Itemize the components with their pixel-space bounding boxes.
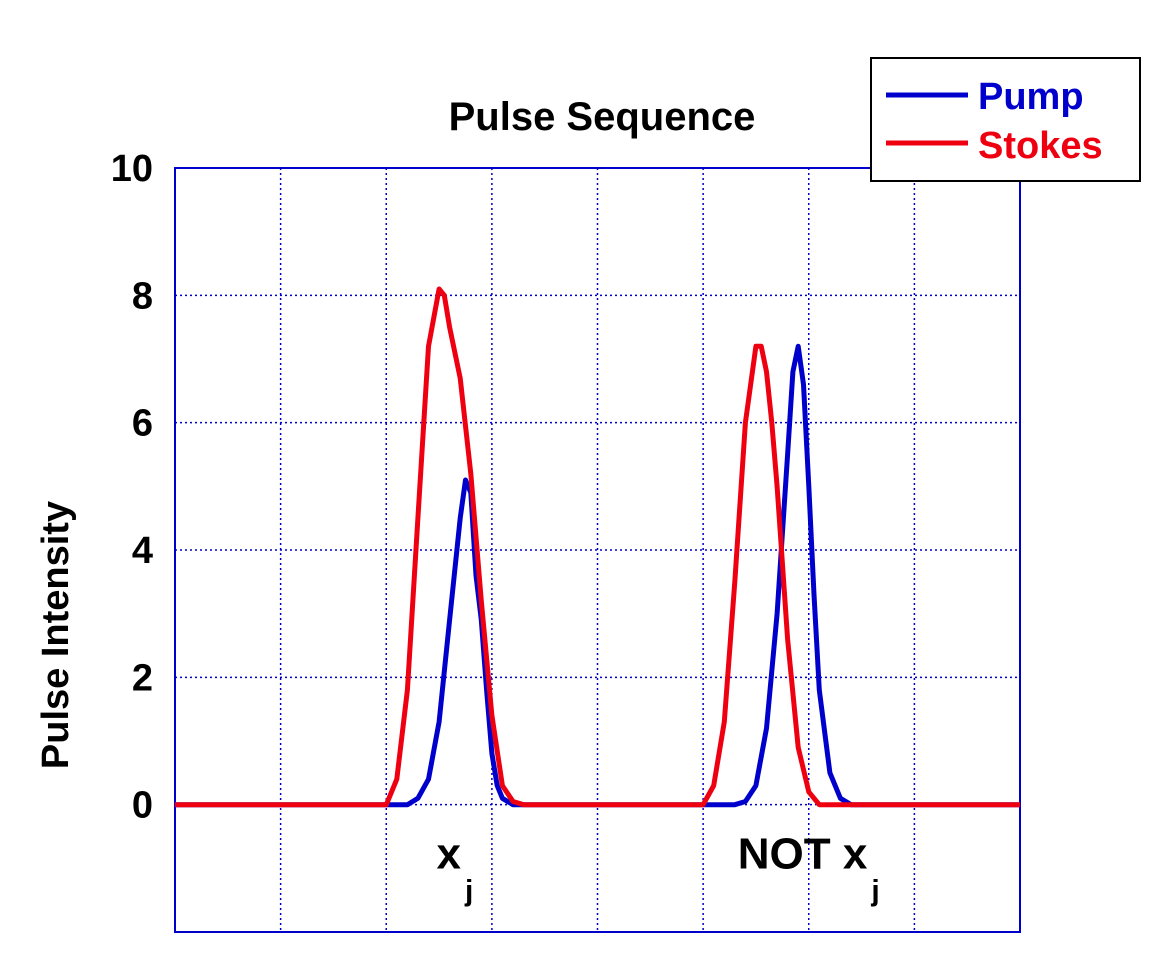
annotation-label: NOT xj bbox=[738, 829, 880, 907]
y-tick-labels: 0 2 4 6 8 10 bbox=[111, 148, 153, 827]
y-tick-label: 10 bbox=[111, 148, 153, 190]
series-line-pump bbox=[175, 343, 1020, 808]
chart-title: Pulse Sequence bbox=[449, 95, 756, 139]
y-tick-label: 2 bbox=[132, 657, 153, 699]
legend-label-stokes: Stokes bbox=[978, 125, 1103, 167]
legend: Pump Stokes bbox=[870, 57, 1141, 182]
annotations: xj NOT xj bbox=[436, 829, 879, 907]
legend-label-pump: Pump bbox=[978, 76, 1084, 118]
y-tick-label: 4 bbox=[132, 530, 153, 572]
y-tick-label: 6 bbox=[132, 403, 153, 445]
y-tick-label: 0 bbox=[132, 785, 153, 827]
grid bbox=[175, 168, 1020, 932]
series-line-stokes bbox=[175, 286, 1020, 808]
series-lines bbox=[175, 286, 1020, 808]
legend-box bbox=[870, 57, 1141, 182]
y-axis-label: Pulse Intensity bbox=[35, 501, 77, 769]
annotation-label: xj bbox=[436, 829, 473, 907]
y-tick-label: 8 bbox=[132, 275, 153, 317]
plot-frame bbox=[174, 167, 1021, 933]
